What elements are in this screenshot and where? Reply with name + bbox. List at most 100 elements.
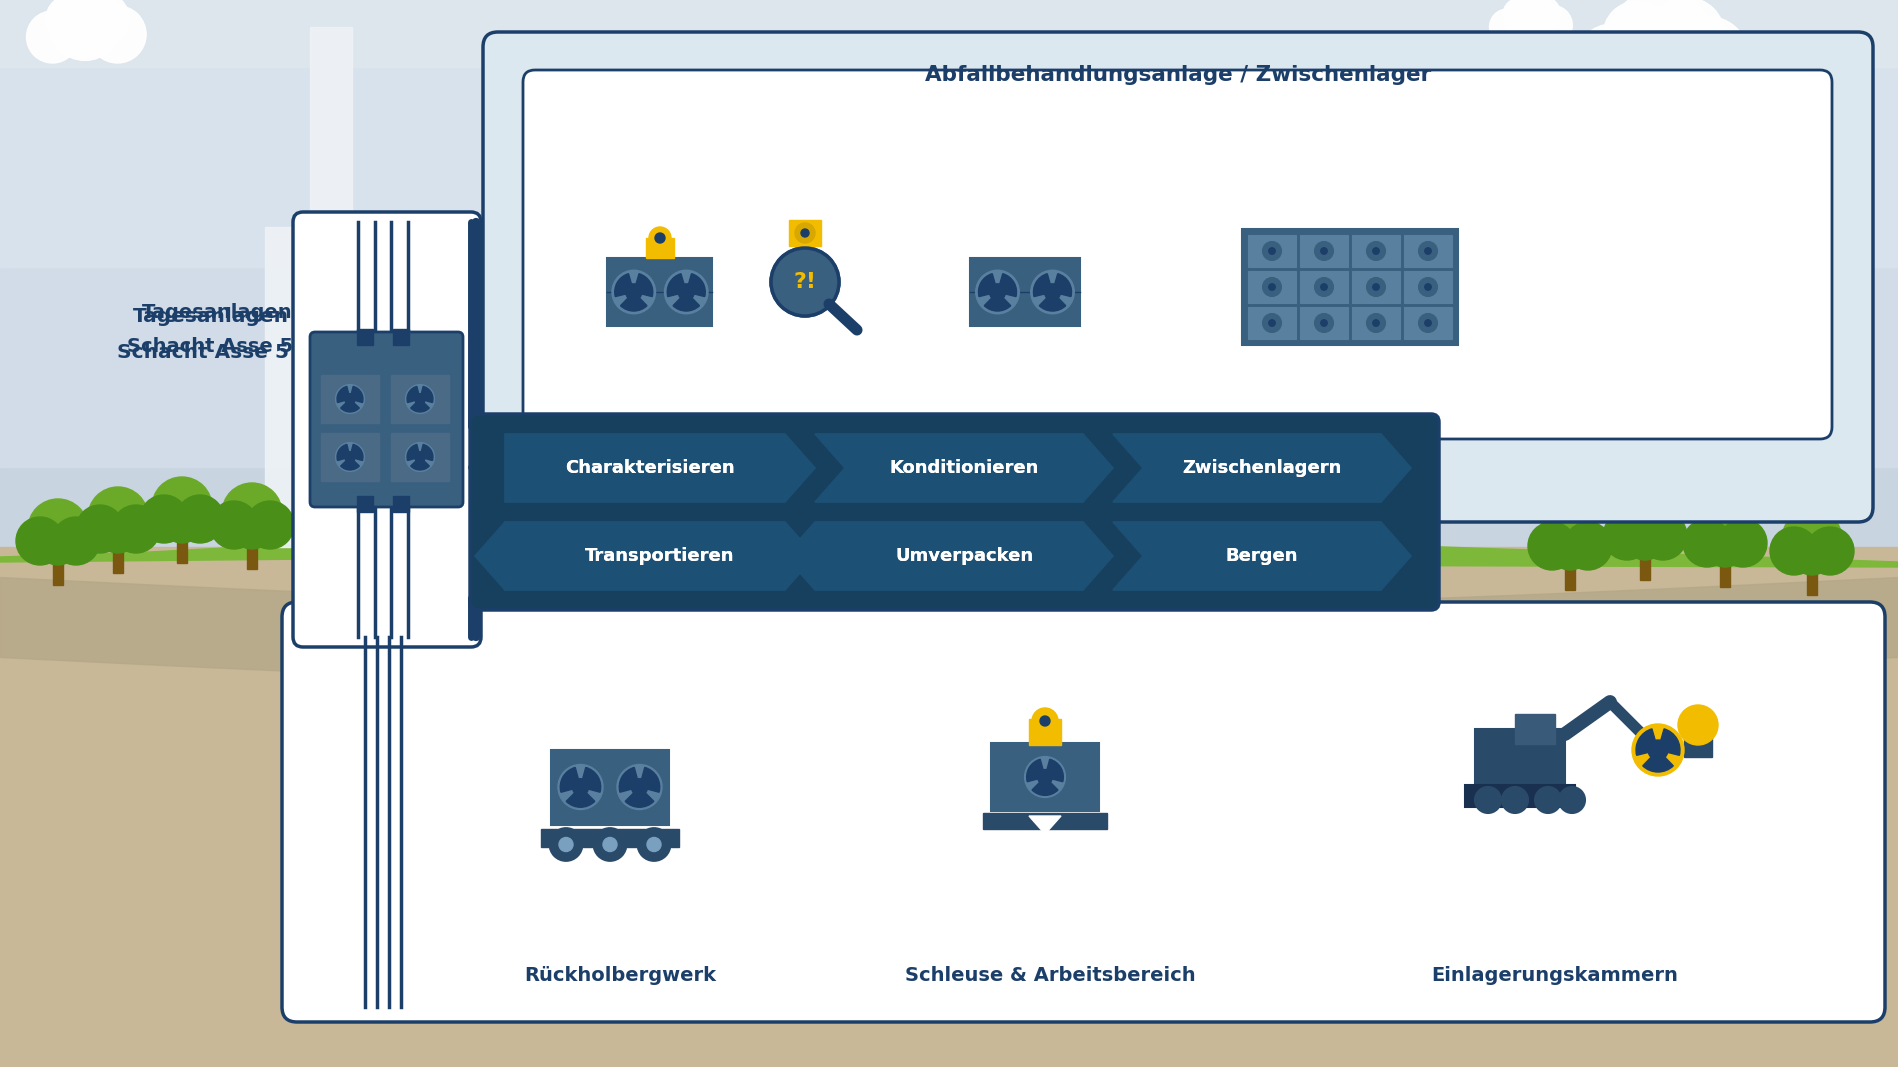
Circle shape <box>1262 277 1281 297</box>
Bar <box>541 828 679 846</box>
Circle shape <box>573 779 588 795</box>
Circle shape <box>345 394 355 404</box>
Circle shape <box>1558 787 1585 813</box>
Circle shape <box>76 505 123 553</box>
Bar <box>550 749 668 825</box>
Wedge shape <box>1053 274 1072 297</box>
Polygon shape <box>814 434 1112 501</box>
Bar <box>1300 271 1348 303</box>
Polygon shape <box>786 522 1112 590</box>
Wedge shape <box>419 386 433 402</box>
Bar <box>391 375 450 423</box>
Wedge shape <box>340 457 359 469</box>
Circle shape <box>78 0 129 45</box>
Wedge shape <box>349 386 363 402</box>
FancyBboxPatch shape <box>309 332 463 507</box>
Text: Schacht Asse 5: Schacht Asse 5 <box>127 337 292 356</box>
Text: Bergen: Bergen <box>1226 547 1298 566</box>
Polygon shape <box>1112 522 1410 590</box>
Wedge shape <box>419 445 433 461</box>
Circle shape <box>795 223 814 243</box>
Circle shape <box>1684 519 1731 567</box>
Circle shape <box>1630 32 1691 93</box>
Circle shape <box>87 487 148 547</box>
Circle shape <box>89 5 146 63</box>
Polygon shape <box>474 522 814 590</box>
Polygon shape <box>1029 816 1061 834</box>
Circle shape <box>1505 0 1554 43</box>
Wedge shape <box>349 445 363 461</box>
Circle shape <box>1625 520 1665 560</box>
Bar <box>1640 542 1649 580</box>
Bar <box>1465 785 1575 807</box>
Circle shape <box>558 764 604 810</box>
Bar <box>391 433 450 481</box>
Circle shape <box>46 0 93 43</box>
Circle shape <box>976 270 1019 314</box>
Bar <box>1405 235 1452 267</box>
Circle shape <box>1551 530 1591 570</box>
Circle shape <box>1268 248 1275 254</box>
Circle shape <box>28 499 87 559</box>
Text: Transportieren: Transportieren <box>585 547 735 566</box>
Bar <box>1029 719 1061 745</box>
Wedge shape <box>1033 274 1053 297</box>
Polygon shape <box>505 434 814 501</box>
Bar <box>1300 307 1348 339</box>
Text: ?!: ?! <box>793 272 816 292</box>
Circle shape <box>222 483 283 543</box>
Wedge shape <box>410 457 429 469</box>
Circle shape <box>406 443 435 472</box>
Bar <box>114 535 123 573</box>
Bar <box>1405 271 1452 303</box>
Circle shape <box>1640 512 1687 560</box>
Bar <box>357 329 374 345</box>
Text: Tagesanlagen: Tagesanlagen <box>142 303 292 321</box>
Polygon shape <box>505 434 814 501</box>
Wedge shape <box>674 292 700 312</box>
Bar <box>1351 271 1401 303</box>
Circle shape <box>1040 716 1050 726</box>
Circle shape <box>1044 284 1061 300</box>
Bar <box>1807 557 1816 595</box>
Bar <box>983 813 1107 829</box>
Circle shape <box>1367 277 1386 297</box>
Polygon shape <box>621 237 1401 547</box>
Wedge shape <box>619 767 640 792</box>
Circle shape <box>38 525 78 566</box>
Bar <box>790 220 822 246</box>
Wedge shape <box>640 767 661 792</box>
Circle shape <box>1321 248 1327 254</box>
Circle shape <box>1539 504 1600 564</box>
Circle shape <box>1268 284 1275 290</box>
Circle shape <box>211 501 258 550</box>
Circle shape <box>112 505 159 553</box>
Circle shape <box>632 779 647 795</box>
Circle shape <box>989 284 1006 300</box>
Wedge shape <box>338 445 349 461</box>
Circle shape <box>345 451 355 462</box>
Bar <box>0 417 1898 667</box>
Circle shape <box>611 270 655 314</box>
Circle shape <box>177 495 224 543</box>
Text: Schleuse & Arbeitsbereich: Schleuse & Arbeitsbereich <box>905 966 1196 985</box>
Wedge shape <box>985 292 1012 312</box>
Text: Umverpacken: Umverpacken <box>896 547 1033 566</box>
Circle shape <box>1025 757 1065 797</box>
Bar <box>0 0 1898 67</box>
Bar <box>0 617 1898 867</box>
Circle shape <box>560 838 573 851</box>
Circle shape <box>1534 5 1572 45</box>
Wedge shape <box>1642 750 1674 773</box>
Circle shape <box>161 503 201 543</box>
Bar <box>0 17 1898 267</box>
Circle shape <box>1315 277 1334 297</box>
Bar <box>1241 229 1458 345</box>
Bar <box>321 433 380 481</box>
Polygon shape <box>1112 434 1410 501</box>
Text: Abfallbehandlungsanlage / Zwischenlager: Abfallbehandlungsanlage / Zwischenlager <box>924 65 1431 85</box>
Text: Konditionieren: Konditionieren <box>890 459 1038 477</box>
Wedge shape <box>410 399 429 412</box>
Circle shape <box>140 495 188 543</box>
FancyBboxPatch shape <box>471 414 1439 610</box>
